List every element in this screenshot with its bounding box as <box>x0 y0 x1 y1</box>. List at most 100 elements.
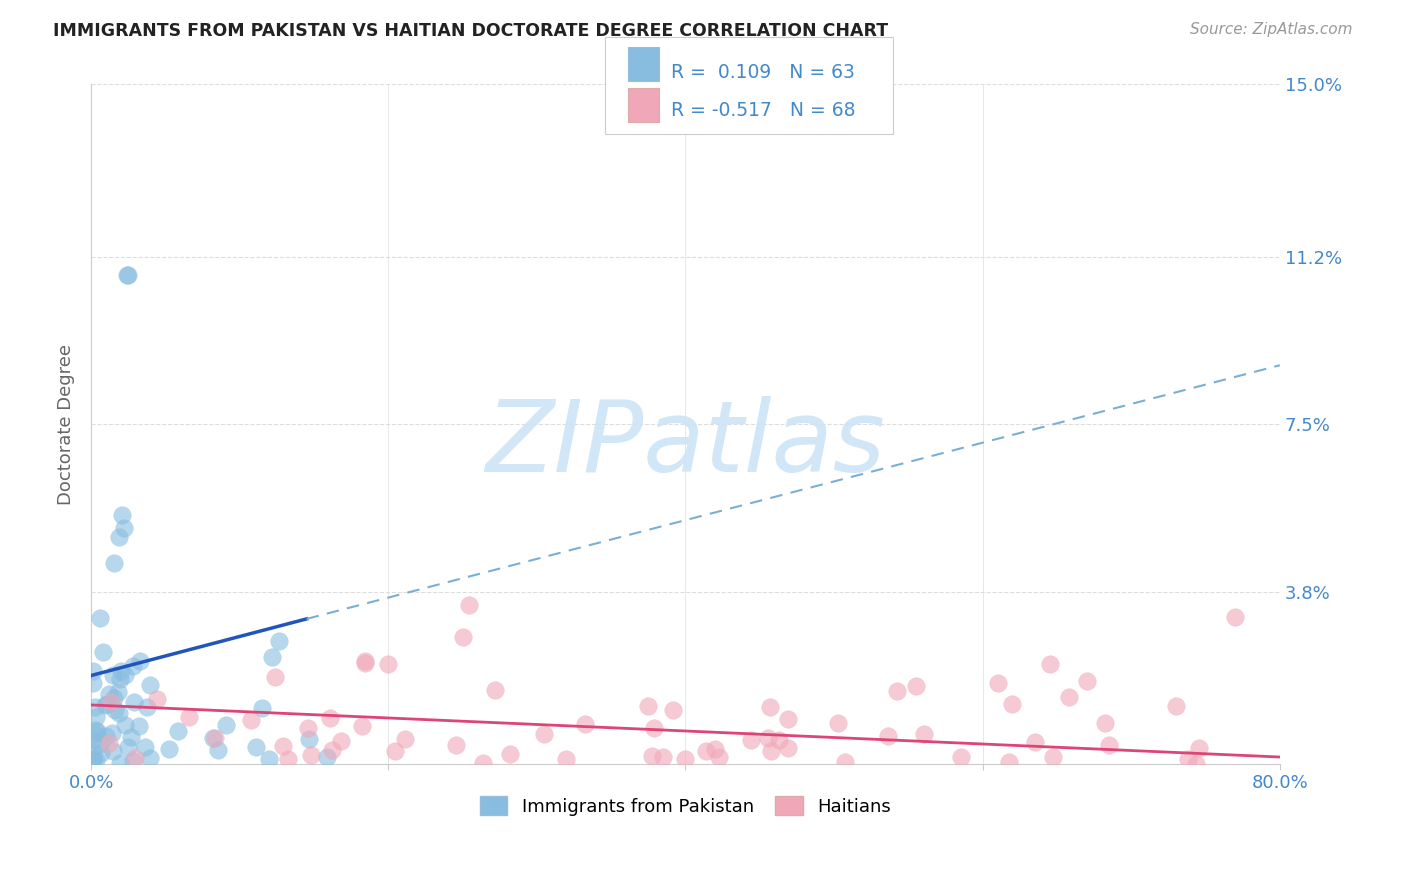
Point <box>204 731 226 745</box>
Point <box>115 268 138 282</box>
Point <box>260 649 283 664</box>
Point <box>834 755 856 769</box>
Point <box>1076 674 1098 689</box>
Point <box>111 508 134 522</box>
Point <box>245 740 267 755</box>
Point <box>108 706 131 720</box>
Point <box>704 742 727 756</box>
Point <box>263 670 285 684</box>
Point <box>1177 751 1199 765</box>
Point <box>157 742 180 756</box>
Legend: Immigrants from Pakistan, Haitians: Immigrants from Pakistan, Haitians <box>472 789 898 822</box>
Point <box>350 719 373 733</box>
Point <box>82 753 104 767</box>
Point <box>1059 690 1081 704</box>
Point <box>101 668 124 682</box>
Point <box>377 657 399 672</box>
Point <box>138 678 160 692</box>
Point <box>101 725 124 739</box>
Point <box>640 748 662 763</box>
Point <box>329 734 352 748</box>
Point <box>384 743 406 757</box>
Point <box>114 668 136 682</box>
Point <box>120 730 142 744</box>
Point <box>707 750 730 764</box>
Point <box>117 739 139 754</box>
Point <box>82 753 104 767</box>
Point <box>97 687 120 701</box>
Point <box>354 654 377 668</box>
Point <box>394 732 416 747</box>
Point <box>90 746 112 760</box>
Point <box>1024 735 1046 749</box>
Point <box>82 745 104 759</box>
Point <box>179 710 201 724</box>
Point <box>695 744 717 758</box>
Point <box>643 721 665 735</box>
Point <box>207 743 229 757</box>
Point <box>94 730 117 744</box>
Point <box>250 701 273 715</box>
Point <box>904 679 927 693</box>
Point <box>134 739 156 754</box>
Point <box>297 732 319 747</box>
Point <box>277 752 299 766</box>
Point <box>756 731 779 745</box>
Point <box>114 718 136 732</box>
Point <box>122 695 145 709</box>
Point <box>451 630 474 644</box>
Text: R =  0.109   N = 63: R = 0.109 N = 63 <box>671 63 855 82</box>
Point <box>740 733 762 747</box>
Point <box>1164 698 1187 713</box>
Point <box>121 754 143 768</box>
Point <box>104 703 127 717</box>
Point <box>82 675 104 690</box>
Y-axis label: Doctorate Degree: Doctorate Degree <box>58 343 75 505</box>
Point <box>108 672 131 686</box>
Point <box>1185 756 1208 771</box>
Point <box>776 712 799 726</box>
Point <box>214 717 236 731</box>
Point <box>91 644 114 658</box>
Point <box>1094 715 1116 730</box>
Point <box>759 700 782 714</box>
Point <box>827 716 849 731</box>
Point <box>96 697 118 711</box>
Point <box>652 750 675 764</box>
Point <box>84 726 107 740</box>
Point <box>1038 657 1060 672</box>
Point <box>103 744 125 758</box>
Point <box>83 700 105 714</box>
Point <box>886 684 908 698</box>
Point <box>673 751 696 765</box>
Point <box>998 755 1021 769</box>
Point <box>128 718 150 732</box>
Point <box>458 599 481 613</box>
Point <box>484 683 506 698</box>
Point <box>202 731 225 746</box>
Point <box>82 732 104 747</box>
Point <box>93 698 115 712</box>
Point <box>267 633 290 648</box>
Point <box>82 752 104 766</box>
Text: R = -0.517   N = 68: R = -0.517 N = 68 <box>671 101 855 120</box>
Point <box>444 738 467 752</box>
Point <box>103 690 125 705</box>
Point <box>128 654 150 668</box>
Point <box>121 659 143 673</box>
Text: IMMIGRANTS FROM PAKISTAN VS HAITIAN DOCTORATE DEGREE CORRELATION CHART: IMMIGRANTS FROM PAKISTAN VS HAITIAN DOCT… <box>53 22 889 40</box>
Point <box>107 685 129 699</box>
Point <box>776 741 799 756</box>
Point <box>138 751 160 765</box>
Text: Source: ZipAtlas.com: Source: ZipAtlas.com <box>1189 22 1353 37</box>
Point <box>108 756 131 771</box>
Point <box>146 692 169 706</box>
Point <box>103 557 125 571</box>
Point <box>1223 610 1246 624</box>
Point <box>239 713 262 727</box>
Point <box>1098 739 1121 753</box>
Text: ZIPatlas: ZIPatlas <box>485 396 886 493</box>
Point <box>1001 697 1024 711</box>
Point <box>299 748 322 763</box>
Point <box>533 727 555 741</box>
